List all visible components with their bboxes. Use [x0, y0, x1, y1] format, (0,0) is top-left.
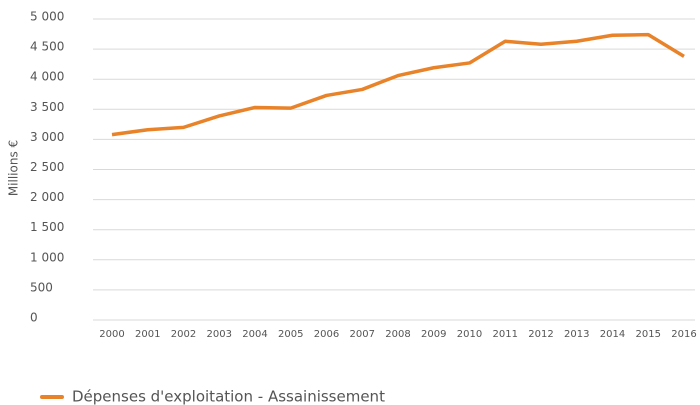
y-tick-label: 500 [30, 280, 53, 294]
y-tick-label: 3 500 [30, 100, 64, 114]
x-tick-label: 2006 [314, 329, 339, 340]
y-tick-label: 1 500 [30, 220, 64, 234]
y-tick-label: 4 000 [30, 70, 64, 84]
y-tick-label: 2 000 [30, 190, 64, 204]
x-tick-label: 2007 [350, 329, 375, 340]
y-axis-label: Millions € [7, 140, 21, 196]
x-tick-label: 2001 [135, 329, 160, 340]
x-tick-label: 2004 [242, 329, 267, 340]
x-tick-label: 2009 [421, 329, 446, 340]
x-tick-label: 2012 [528, 329, 553, 340]
x-tick-label: 2003 [207, 329, 232, 340]
y-tick-label: 5 000 [30, 10, 64, 24]
x-tick-label: 2013 [564, 329, 589, 340]
x-tick-label: 2000 [99, 329, 124, 340]
x-tick-label: 2015 [636, 329, 661, 340]
legend-label: Dépenses d'exploitation - Assainissement [72, 388, 385, 405]
x-tick-label: 2010 [457, 329, 482, 340]
line-series [111, 32, 685, 137]
x-tick-label: 2002 [171, 329, 196, 340]
x-tick-label: 2008 [385, 329, 410, 340]
x-tick-label: 2016 [671, 329, 696, 340]
x-tick-label: 2014 [600, 329, 625, 340]
y-tick-label: 3 000 [30, 130, 64, 144]
y-tick-label: 4 500 [30, 40, 64, 54]
y-tick-label: 1 000 [30, 250, 64, 264]
x-tick-label: 2011 [493, 329, 518, 340]
x-tick-label: 2005 [278, 329, 303, 340]
y-tick-label: 0 [30, 311, 38, 325]
y-tick-label: 2 500 [30, 160, 64, 174]
